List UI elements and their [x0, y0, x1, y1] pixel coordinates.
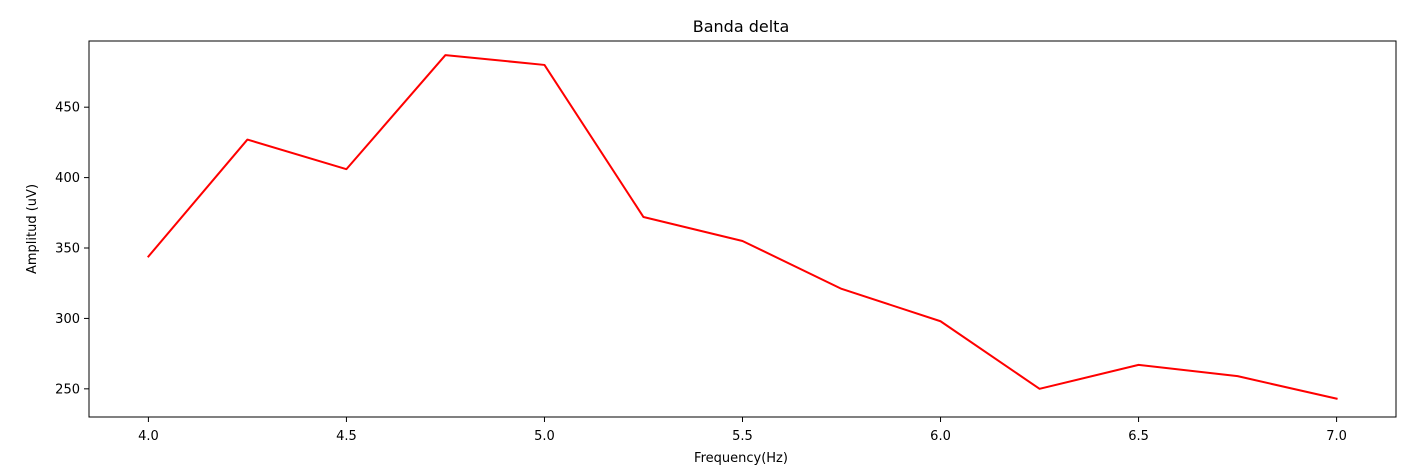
y-axis-label: Amplitud (uV): [25, 184, 40, 274]
y-tick-label: 350: [55, 242, 80, 257]
x-tick-label: 7.0: [1326, 429, 1347, 444]
y-tick-label: 250: [55, 382, 80, 397]
x-tick-label: 5.0: [534, 429, 555, 444]
y-tick-label: 400: [55, 171, 80, 186]
x-tick-label: 6.0: [930, 429, 951, 444]
x-tick-label: 5.5: [732, 429, 753, 444]
plot-frame: [88, 40, 1397, 418]
series-line: [147, 54, 1338, 400]
y-tick-label: 450: [55, 101, 80, 116]
y-tick-label: 300: [55, 312, 80, 327]
x-tick-label: 4.0: [138, 429, 159, 444]
series-group: [147, 54, 1338, 400]
chart-title: Banda delta: [693, 17, 790, 36]
x-tick-label: 6.5: [1128, 429, 1149, 444]
x-tick-label: 4.5: [336, 429, 357, 444]
x-axis-label: Frequency(Hz): [694, 451, 788, 466]
y-axis: 250 300 350 400 450: [55, 101, 89, 397]
x-axis: 4.0 4.5 5.0 5.5 6.0 6.5 7.0: [138, 417, 1347, 444]
